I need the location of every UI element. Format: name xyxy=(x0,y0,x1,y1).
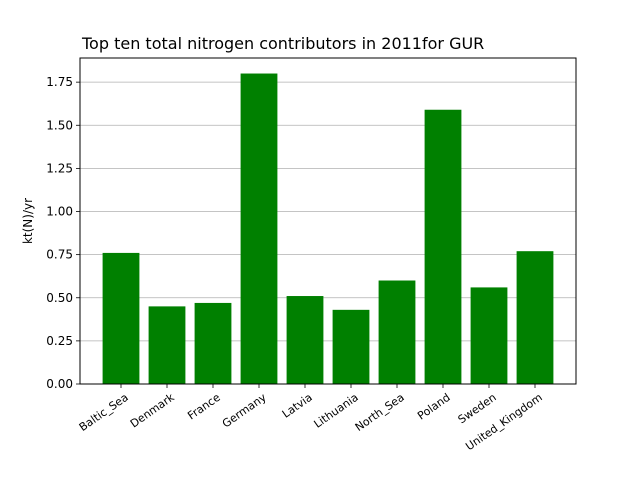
y-tick-label: 0.00 xyxy=(46,377,73,391)
y-tick-label: 0.75 xyxy=(46,248,73,262)
y-axis-label: kt(N)/yr xyxy=(21,198,35,244)
bar-latvia xyxy=(286,296,324,384)
chart-title: Top ten total nitrogen contributors in 2… xyxy=(81,34,484,53)
x-tick-label: France xyxy=(185,391,223,423)
y-tick-label: 1.50 xyxy=(46,118,73,132)
x-tick-label: Baltic_Sea xyxy=(77,391,131,434)
x-tick-label: United_Kingdom xyxy=(463,391,544,453)
x-tick-label: Latvia xyxy=(280,391,315,421)
x-tick-label: Sweden xyxy=(456,391,499,427)
bar-germany xyxy=(240,73,278,385)
plot-frame xyxy=(79,57,577,385)
bar-denmark xyxy=(148,306,186,384)
y-tick-label: 1.75 xyxy=(46,75,73,89)
bar-lithuania xyxy=(332,309,370,384)
x-tick-label: Poland xyxy=(415,391,453,423)
bar-united-kingdom xyxy=(516,251,554,384)
y-tick-label: 0.25 xyxy=(46,334,73,348)
y-tick-label: 1.00 xyxy=(46,205,73,219)
x-tick-label: Denmark xyxy=(128,390,177,430)
bar-france xyxy=(194,302,232,384)
y-tick-label: 0.50 xyxy=(46,291,73,305)
bars xyxy=(102,73,554,385)
bar-sweden xyxy=(470,287,508,384)
bar-north-sea xyxy=(378,280,416,384)
y-axis: 0.00 0.25 0.50 0.75 1.00 1.25 1.50 1.75 xyxy=(46,75,80,391)
x-tick-label: North_Sea xyxy=(353,391,407,434)
bar-poland xyxy=(424,109,462,384)
bar-baltic-sea xyxy=(102,252,140,384)
y-tick-label: 1.25 xyxy=(46,161,73,175)
x-tick-label: Germany xyxy=(220,391,269,431)
